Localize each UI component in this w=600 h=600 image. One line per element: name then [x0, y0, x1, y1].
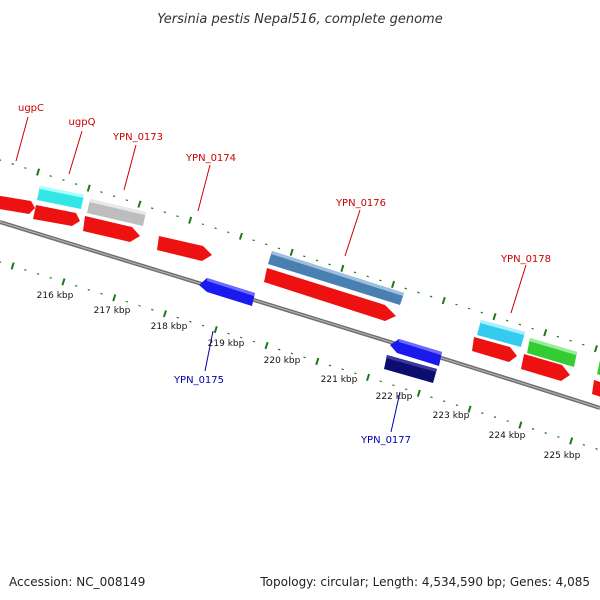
outer-ring-major-tick [86, 184, 91, 192]
outer-ring-major-tick [391, 280, 396, 289]
feature-ugpQ[interactable] [37, 186, 84, 209]
feature-green[interactable] [527, 338, 577, 367]
inner-ring-major-tick [569, 437, 574, 445]
leader-lines [15, 116, 527, 433]
feature-after-YPN_0178-cds[interactable] [521, 354, 570, 381]
feature-layer [0, 186, 600, 398]
feature-YPN_0177[interactable] [384, 355, 437, 383]
inner-ring-major-tick [467, 405, 472, 413]
inner-dotted-ring [0, 261, 598, 450]
gene-label-ugpQ[interactable]: ugpQ [69, 117, 96, 128]
gene-label-YPN_0178[interactable]: YPN_0178 [500, 254, 551, 265]
tick-label-224: 224 kbp [489, 431, 526, 441]
inner-ring-major-tick [162, 310, 167, 318]
feature-YPN_0178-cds[interactable] [472, 337, 517, 362]
gene-label-YPN_0174[interactable]: YPN_0174 [185, 153, 236, 164]
inner-ring-major-tick [264, 341, 269, 350]
genome-title: Yersinia pestis Nepal516, complete genom… [157, 12, 442, 27]
tick-label-221: 221 kbp [321, 375, 358, 385]
inner-ring-major-tick [112, 294, 117, 302]
feature-YPN_0178[interactable] [477, 320, 525, 347]
outer-ring-major-tick [492, 312, 497, 321]
inner-ring-major-tick [10, 262, 15, 270]
outer-ring-major-tick [441, 296, 446, 305]
gene-label-ugpC[interactable]: ugpC [18, 103, 44, 114]
inner-ring-major-tick [518, 421, 523, 429]
gene-label-YPN_0177[interactable]: YPN_0177 [360, 435, 411, 446]
accession-text: Accession: NC_008149 [9, 575, 145, 589]
tick-label-225: 225 kbp [544, 451, 581, 461]
gene-labels: ugpC ugpQ YPN_0173 YPN_0174 YPN_0176 YPN… [18, 103, 551, 446]
gene-label-YPN_0173[interactable]: YPN_0173 [112, 132, 163, 143]
tick-label-216: 216 kbp [37, 291, 74, 301]
outer-ring-major-tick [137, 200, 142, 208]
feature-ugpC[interactable] [33, 205, 80, 226]
genome-summary-text: Topology: circular; Length: 4,534,590 bp… [259, 575, 590, 589]
genome-backbone-highlight [0, 221, 600, 409]
feature-YPN_0173-cds[interactable] [83, 216, 140, 242]
inner-ring-major-tick [366, 373, 371, 381]
tick-label-219: 219 kbp [208, 339, 245, 349]
outer-ring-major-tick [543, 329, 548, 337]
outer-dotted-ring [0, 159, 598, 353]
feature-right-edge-red[interactable] [592, 380, 600, 398]
outer-ring-major-tick [188, 216, 193, 224]
tick-label-217: 217 kbp [94, 306, 131, 316]
outer-ring-major-tick [289, 248, 294, 256]
outer-ring-major-tick [238, 232, 243, 240]
ruler-tick-labels: 216 kbp 217 kbp 218 kbp 219 kbp 220 kbp … [37, 291, 581, 461]
feature-YPN_0175[interactable] [199, 278, 255, 306]
feature-YPN_0174[interactable] [157, 236, 212, 261]
inner-ring-major-tick [213, 325, 218, 334]
feature-right-edge-green[interactable] [597, 360, 600, 376]
tick-label-223: 223 kbp [433, 411, 470, 421]
inner-ring-major-tick [61, 278, 66, 286]
inner-ring-major-tick [315, 357, 320, 366]
feature-YPN_0177-upper[interactable] [390, 339, 442, 366]
outer-ring-major-tick [340, 264, 345, 273]
tick-label-218: 218 kbp [151, 322, 188, 332]
feature-YPN_0176[interactable] [268, 251, 404, 305]
outer-ring-major-tick [593, 345, 598, 353]
tick-label-222: 222 kbp [376, 392, 413, 402]
feature-YPN_0173[interactable] [87, 199, 146, 226]
outer-ring-major-tick [36, 168, 41, 176]
gene-label-YPN_0175[interactable]: YPN_0175 [173, 375, 224, 386]
tick-label-220: 220 kbp [264, 356, 301, 366]
feature-YPN_0176-cds[interactable] [264, 268, 396, 321]
inner-ring-major-tick [416, 389, 421, 397]
gene-label-YPN_0176[interactable]: YPN_0176 [335, 198, 386, 209]
feature-ugpC-left[interactable] [0, 195, 35, 214]
